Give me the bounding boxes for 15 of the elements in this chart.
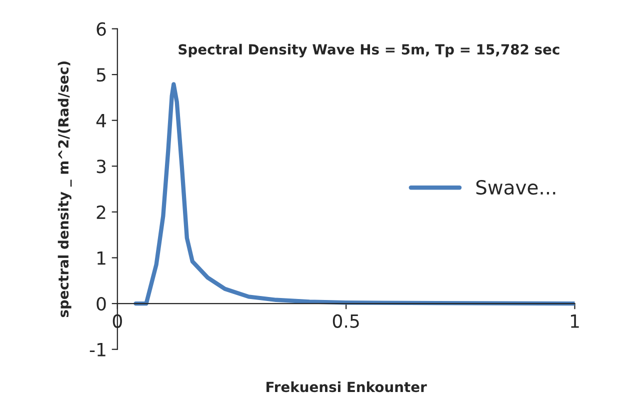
y-tick-label: -1 <box>90 343 106 356</box>
y-tick-label: 6 <box>96 22 106 36</box>
x-tick-label: 0.5 <box>332 314 359 328</box>
x-tick-label: 1 <box>570 314 579 328</box>
line-series <box>134 82 575 306</box>
legend-label: Swave... <box>476 180 556 195</box>
y-axis-title: spectral density _ m^2/(Rad/sec) <box>58 62 72 318</box>
y-tick-label: 1 <box>98 251 106 265</box>
x-axis-title: Frekuensi Enkounter <box>266 381 427 392</box>
y-tick-label: 2 <box>96 205 106 219</box>
y-tick-label: 5 <box>96 68 106 82</box>
y-tick-label: 4 <box>96 114 106 128</box>
text: Spectral Density Wave Hs = 5m, Tp = 15,782 sec <box>178 44 560 58</box>
y-tick-label: 0 <box>96 297 106 311</box>
y-tick-label: 3 <box>96 160 106 174</box>
